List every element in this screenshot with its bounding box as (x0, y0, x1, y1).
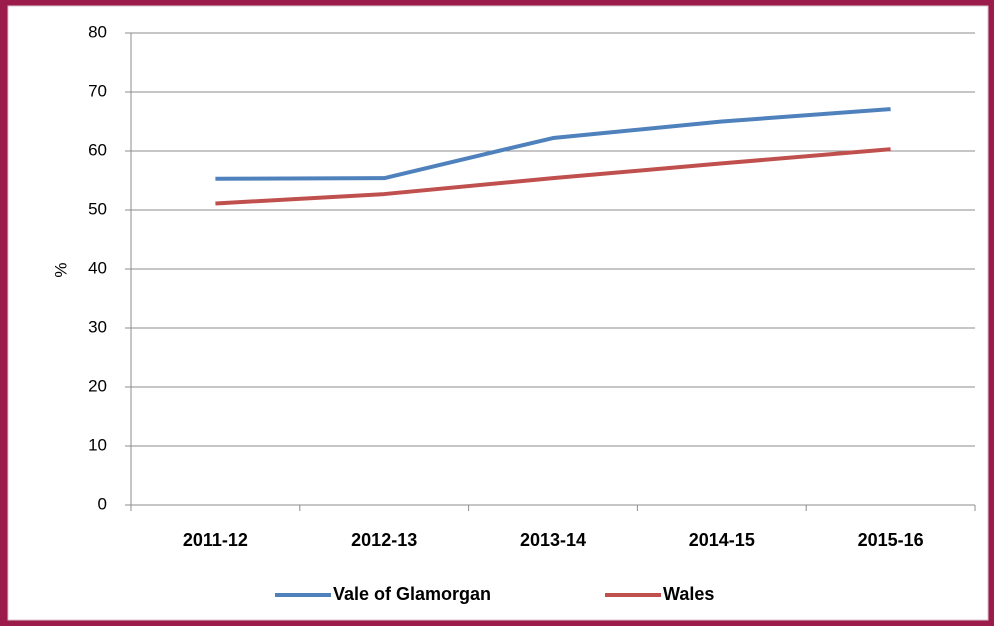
y-tick-label: 0 (98, 494, 107, 513)
y-tick-label: 20 (88, 376, 107, 395)
legend-label: Wales (663, 584, 714, 604)
series-line (215, 107, 891, 181)
y-tick-label: 10 (88, 435, 107, 454)
chart-background (7, 5, 989, 621)
x-tick-label: 2011-12 (183, 530, 248, 550)
legend-label: Vale of Glamorgan (333, 584, 491, 604)
x-tick-label: 2014-15 (689, 530, 755, 550)
y-tick-label: 50 (88, 199, 107, 218)
y-tick-label: 40 (88, 258, 107, 277)
y-tick-label: 80 (88, 22, 107, 41)
x-tick-label: 2012-13 (351, 530, 417, 550)
x-tick-label: 2013-14 (520, 530, 586, 550)
x-tick-label: 2015-16 (858, 530, 924, 550)
y-tick-label: 70 (88, 81, 107, 100)
y-tick-label: 60 (88, 140, 107, 159)
series-line (215, 147, 891, 206)
y-tick-label: 30 (88, 317, 107, 336)
y-axis-label: % (51, 262, 70, 277)
